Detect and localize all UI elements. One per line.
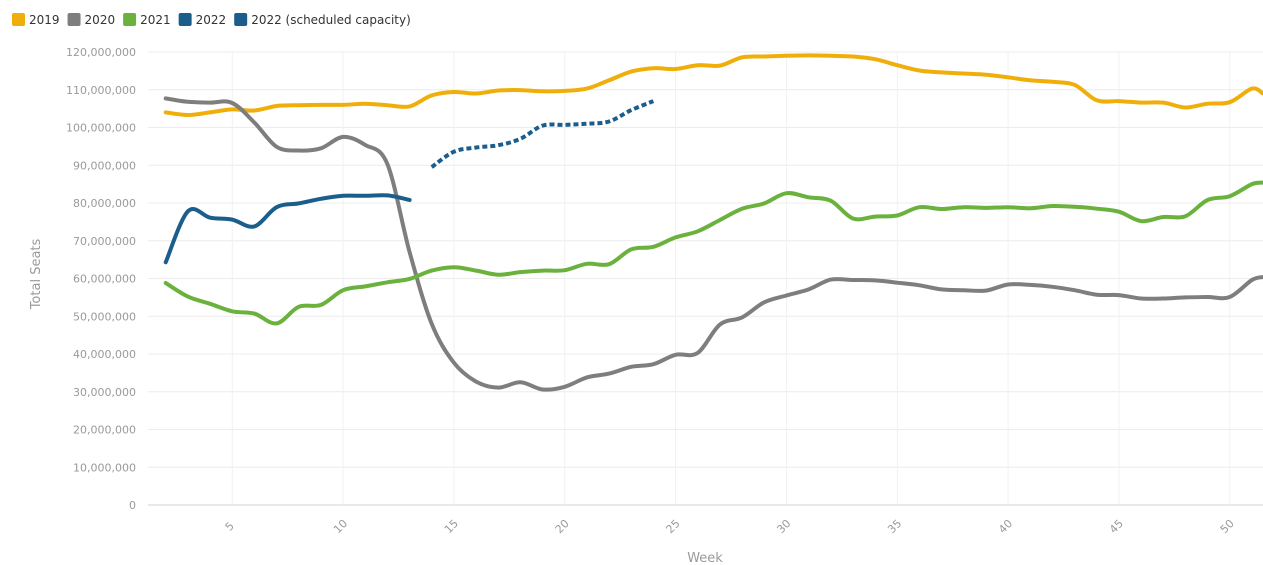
legend[interactable]: 2019 2020 2021 2022 2022 (scheduled capacity… [12,13,411,27]
series-line-2[interactable] [163,96,1263,392]
x-tick-label: 45 [1107,517,1126,536]
y-tick-label: 100,000,000 [66,122,136,135]
x-tick-label: 30 [774,517,793,536]
legend-swatch [123,13,137,26]
x-tick-label: 15 [442,517,461,536]
y-tick-label: 10,000,000 [73,461,136,474]
legend-swatch [67,13,81,26]
legend-label: 2022 (scheduled capacity) [251,13,411,27]
x-tick-label: 5 [223,519,237,533]
y-tick-label: 20,000,000 [73,424,136,437]
y-tick-label: 90,000,000 [73,159,136,172]
legend-label: 2020 [85,13,116,27]
gridlines [148,51,1263,506]
legend-label: 2019 [29,13,60,27]
y-tick-label: 70,000,000 [73,235,136,248]
legend-label: 2021 [140,13,171,27]
y-tick-label: 120,000,000 [66,46,136,59]
y-tick-label: 40,000,000 [73,348,136,361]
x-tick-label: 10 [331,517,350,536]
legend-swatch [234,13,248,26]
x-tick-label: 35 [885,517,904,536]
x-axis-ticks: 5 10 15 20 25 30 35 40 45 50 [223,517,1237,536]
series-line-4[interactable] [163,193,412,265]
x-tick-label: 40 [996,517,1015,536]
y-axis-ticks: 0 10,000,000 20,000,000 30,000,000 40,000,00… [66,46,136,512]
y-tick-label: 110,000,000 [66,84,136,97]
legend-swatch [12,13,25,26]
y-tick-label: 80,000,000 [73,197,136,210]
x-tick-label: 25 [664,517,683,536]
series-line-3[interactable] [163,180,1263,326]
y-tick-label: 50,000,000 [73,310,136,323]
legend-swatch [178,13,192,26]
x-axis-title: Week [687,551,723,565]
x-tick-label: 20 [553,517,572,536]
y-tick-label: 30,000,000 [73,386,136,399]
x-tick-label: 50 [1218,517,1237,536]
y-tick-label: 0 [129,499,136,512]
legend-label: 2022 [196,13,227,27]
series-lines[interactable] [163,53,1263,392]
y-tick-label: 60,000,000 [73,273,136,286]
series-line-5[interactable] [430,99,655,169]
series-line-1[interactable] [163,53,1263,117]
y-axis-title: Total Seats [29,238,44,310]
